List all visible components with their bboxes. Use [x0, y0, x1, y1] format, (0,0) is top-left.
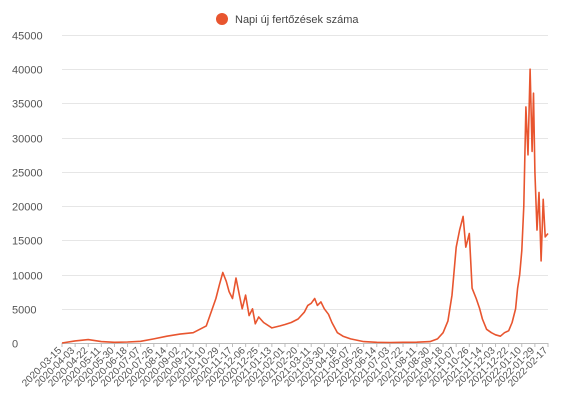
gridlines	[62, 35, 548, 344]
y-tick-label: 15000	[12, 236, 43, 248]
series-layer	[61, 68, 549, 344]
legend: Napi új fertőzések száma	[216, 13, 359, 26]
y-tick-label: 45000	[12, 31, 43, 43]
y-axis-ticks: 0 5000 10000 15000 20000 25000 30000 35000 40000…	[12, 31, 43, 351]
x-axis-ticks: 2020-03-152020-04-032020-04-222020-05-11…	[20, 343, 550, 389]
y-tick-label: 25000	[12, 168, 43, 180]
y-tick-label: 30000	[12, 134, 43, 146]
series-line	[61, 68, 549, 344]
y-tick-label: 40000	[12, 65, 43, 77]
y-tick-label: 5000	[12, 305, 36, 317]
legend-label: Napi új fertőzések száma	[235, 14, 359, 26]
y-tick-label: 0	[12, 339, 18, 351]
y-tick-label: 10000	[12, 271, 43, 283]
legend-marker	[216, 13, 228, 25]
y-tick-label: 35000	[12, 99, 43, 111]
y-tick-label: 20000	[12, 202, 43, 214]
